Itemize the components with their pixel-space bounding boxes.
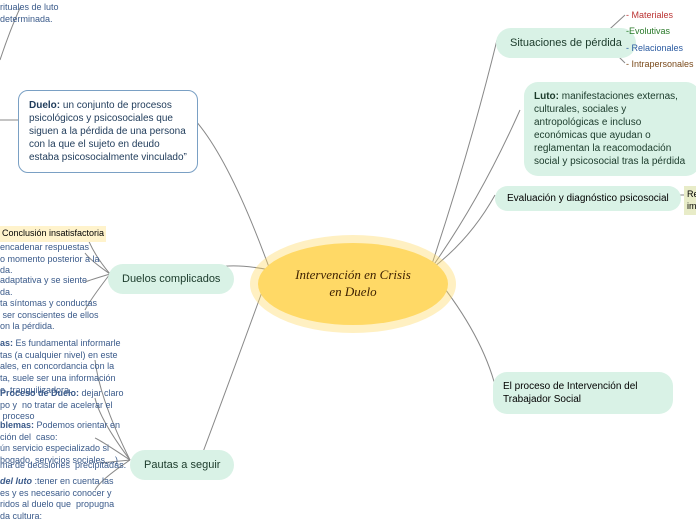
frag-rituales: rituales de luto determinada.: [0, 2, 59, 25]
luto-text: manifestaciones externas, culturales, so…: [534, 91, 685, 167]
pautas-label: Pautas a seguir: [144, 459, 220, 471]
frag-pauta-1: Proceso de Duelo: dejar claro po y no tr…: [0, 388, 124, 423]
center-title-2: en Duelo: [288, 284, 418, 301]
branch-situaciones-label: Situaciones de pérdida: [510, 37, 622, 49]
branch-complicados: Duelos complicados: [108, 264, 234, 294]
center-title-1: Intervención en Crisis: [288, 267, 418, 284]
complicados-label: Duelos complicados: [122, 273, 220, 285]
branch-eval: Evaluación y diagnóstico psicosocial: [495, 186, 681, 211]
frag-comp-1: encadenar respuestas o momento posterior…: [0, 242, 100, 277]
eval-fragment: Re imp: [684, 186, 696, 215]
frag-pauta-4: del luto :tener en cuenta las es y es ne…: [0, 476, 114, 520]
branch-situaciones: Situaciones de pérdida: [496, 28, 636, 58]
frag-comp-3: ta síntomas y conductas ser conscientes …: [0, 298, 99, 333]
leaf-relacionales: - Relacionales: [626, 43, 683, 55]
leaf-materiales: - Materiales: [626, 10, 673, 22]
duelo-bold: Duelo:: [29, 100, 60, 111]
leaf-intrapersonales: - Intrapersonales: [626, 59, 694, 71]
center-node: Intervención en Crisis en Duelo: [258, 243, 448, 325]
eval-label: Evaluación y diagnóstico psicosocial: [507, 193, 669, 204]
branch-luto: Luto: manifestaciones externas, cultural…: [524, 82, 696, 176]
branch-pautas: Pautas a seguir: [130, 450, 234, 480]
luto-bold: Luto:: [534, 91, 559, 102]
leaf-evolutivas: -Evolutivas: [626, 26, 670, 38]
branch-proceso: El proceso de Intervención del Trabajado…: [493, 372, 673, 414]
box-duelo-def: Duelo: un conjunto de procesos psicológi…: [18, 90, 198, 173]
proceso-label: El proceso de Intervención del Trabajado…: [503, 381, 638, 405]
frag-pauta-3: ma de decisiones precipitadas.: [0, 460, 126, 472]
frag-comp-0: Conclusión insatisfactoria: [0, 226, 106, 242]
frag-comp-2: adaptativa y se siente da.: [0, 275, 87, 298]
